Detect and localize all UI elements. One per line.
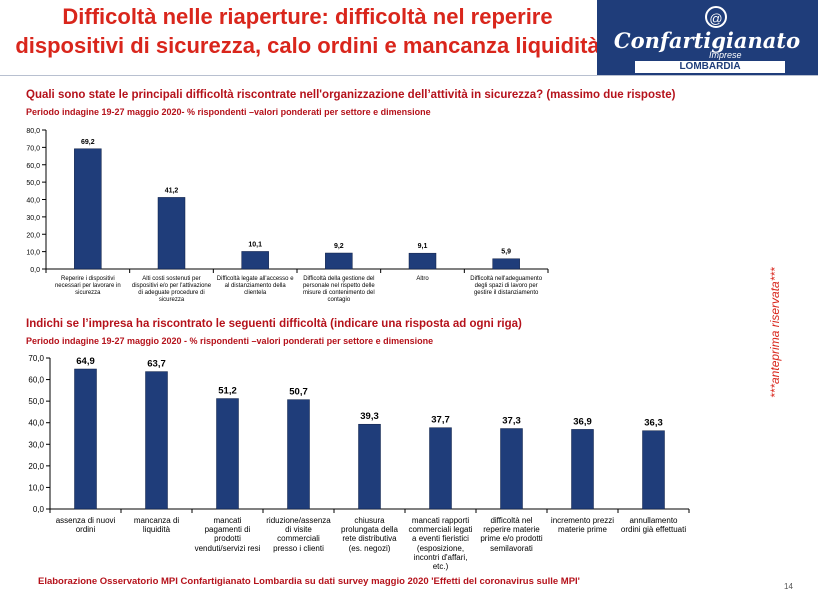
y-tick-label: 10,0 [28, 483, 44, 492]
bar-value-label: 36,3 [644, 418, 663, 429]
y-tick-label: 0,0 [33, 505, 45, 514]
chart2-subtitle: Periodo indagine 19-27 maggio 2020 - % r… [26, 336, 434, 346]
bar-value-label: 39,3 [360, 411, 379, 422]
y-tick-label: 60,0 [28, 376, 44, 385]
x-category-label: Difficoltà nell'adeguamento degli spazi … [470, 276, 543, 296]
x-category-label: difficoltà nel reperire materie prime e/… [480, 516, 543, 553]
confartigianato-logo: @ Confartigianato Imprese LOMBARDIA [597, 0, 818, 75]
header-divider [0, 75, 818, 76]
bar-value-label: 37,7 [431, 415, 450, 426]
bar [408, 252, 437, 270]
y-tick-label: 70,0 [28, 354, 44, 363]
bar-value-label: 41,2 [165, 187, 179, 194]
chart1-title: Quali sono state le principali difficolt… [26, 89, 676, 101]
logo-subtitle: Imprese [709, 50, 742, 60]
source-footer: Elaborazione Osservatorio MPI Confartigi… [38, 576, 580, 587]
bar [500, 428, 523, 510]
y-tick-label: 50,0 [28, 397, 44, 406]
y-tick-label: 0,0 [30, 267, 40, 274]
bar-value-label: 69,2 [81, 139, 95, 146]
bar [325, 252, 353, 270]
bar [642, 430, 665, 510]
bar-value-label: 63,7 [147, 359, 166, 370]
bar [492, 258, 520, 270]
x-category-label: mancati rapporti commerciali legati a ev… [408, 516, 473, 571]
bar-value-label: 51,2 [218, 386, 237, 397]
y-tick-label: 30,0 [26, 215, 40, 222]
x-category-label: riduzione/assenza di visite commerciali … [266, 516, 331, 553]
y-tick-label: 60,0 [26, 163, 40, 170]
y-tick-label: 20,0 [26, 232, 40, 239]
x-category-label: mancati pagamenti di prodotti venduti/se… [194, 516, 261, 553]
logo-region: LOMBARDIA [635, 61, 785, 73]
page-number: 14 [784, 582, 793, 591]
page-title-line-1: Difficoltà nelle riaperture: difficoltà … [62, 4, 553, 29]
y-tick-label: 10,0 [26, 250, 40, 257]
x-category-label: mancanza di liquidità [133, 516, 180, 535]
logo-name: Confartigianato [613, 28, 801, 53]
y-tick-label: 30,0 [28, 440, 44, 449]
x-category-label: Altro [416, 276, 429, 282]
bar-value-label: 50,7 [289, 387, 308, 398]
page-title-line-2: dispositivi di sicurezza, calo ordini e … [15, 33, 600, 58]
x-category-label: annullamento ordini già effettuati [620, 516, 687, 535]
bar [571, 429, 594, 510]
x-category-label: Alti costi sostenuti per dispositivi e/o… [131, 276, 212, 303]
bar-value-label: 9,1 [418, 243, 428, 250]
bar [429, 427, 452, 510]
bar [216, 398, 239, 510]
bar [287, 399, 310, 510]
confidential-note: ***anteprima riservata*** [768, 267, 782, 398]
bar [157, 197, 186, 270]
bar [241, 251, 269, 270]
y-tick-label: 40,0 [26, 198, 40, 205]
bar-value-label: 5,9 [501, 249, 511, 256]
y-tick-label: 40,0 [28, 419, 44, 428]
chart1-subtitle: Periodo indagine 19-27 maggio 2020- % ri… [26, 107, 431, 117]
bar-value-label: 64,9 [76, 356, 95, 367]
bar [74, 368, 97, 510]
bar-value-label: 10,1 [248, 241, 262, 248]
x-category-label: assenza di nuovi ordini [55, 516, 116, 535]
x-category-label: Reperire i dispositivi necessari per lav… [54, 276, 121, 296]
x-category-label: incremento prezzi materie prime [550, 516, 615, 535]
page-title: Difficoltà nelle riaperture: difficoltà … [0, 2, 615, 60]
chart2-title: Indichi se l’impresa ha riscontrato le s… [26, 318, 522, 330]
bar [358, 423, 381, 510]
y-tick-label: 50,0 [26, 180, 40, 187]
y-tick-label: 80,0 [26, 128, 40, 135]
bar-value-label: 9,2 [334, 243, 344, 250]
bar-value-label: 36,9 [573, 416, 592, 427]
y-tick-label: 20,0 [28, 462, 44, 471]
x-category-label: Difficoltà della gestione del personale … [302, 276, 375, 303]
bar-value-label: 37,3 [502, 416, 521, 427]
x-category-label: chiusura prolungata della rete distribut… [341, 516, 398, 553]
x-category-label: Difficoltà legate all'accesso e al dista… [216, 276, 294, 296]
letter-a-circle-icon: @ [705, 6, 727, 28]
y-tick-label: 70,0 [26, 145, 40, 152]
bar [74, 148, 102, 270]
bar [145, 371, 168, 510]
